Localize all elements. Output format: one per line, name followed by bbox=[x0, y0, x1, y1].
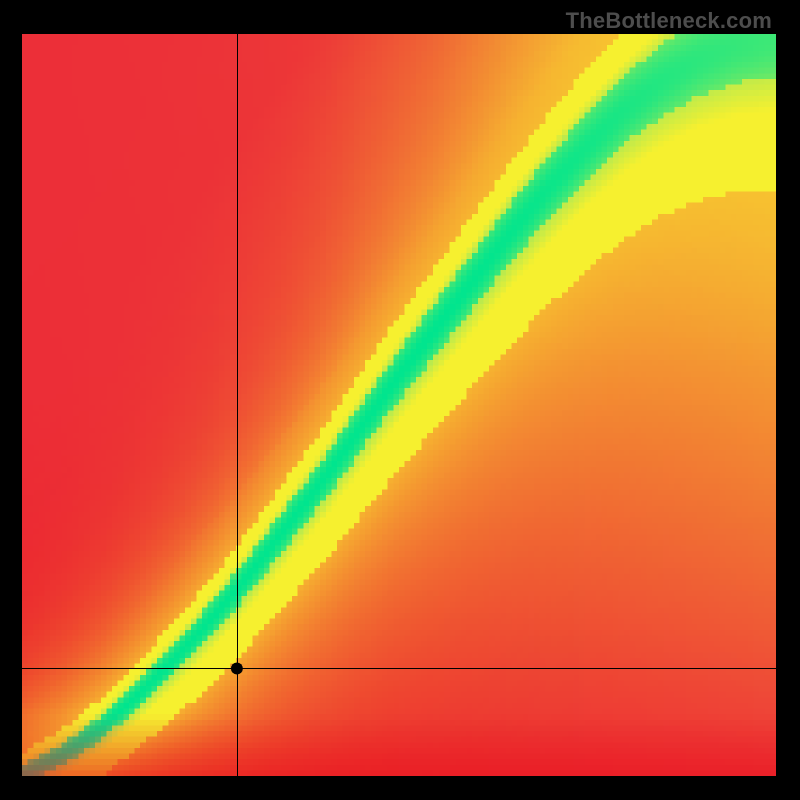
chart-container: TheBottleneck.com bbox=[0, 0, 800, 800]
watermark-text: TheBottleneck.com bbox=[566, 8, 772, 34]
crosshair-overlay bbox=[22, 34, 776, 776]
